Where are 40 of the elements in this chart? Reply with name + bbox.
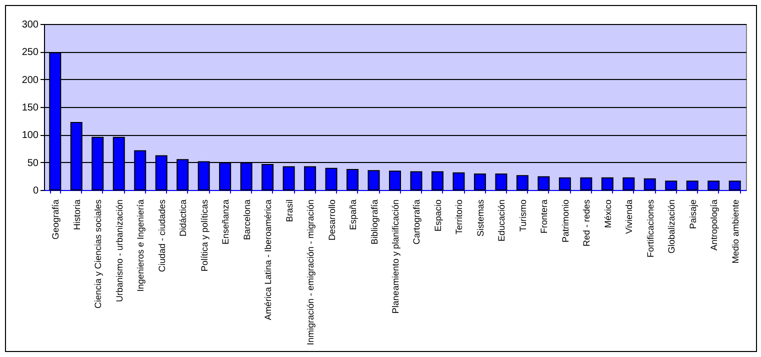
- x-tick-label: Fortificaciones: [645, 199, 656, 258]
- x-tick-label: Política y políticas: [199, 199, 210, 272]
- x-tick-label: Globalización: [666, 200, 677, 254]
- x-tick-label: Cartografía: [412, 200, 422, 245]
- x-tick-label: Geografía: [50, 200, 61, 240]
- x-tick-label: Didáctica: [178, 200, 188, 237]
- x-tick-label: Patrimonio: [560, 200, 570, 243]
- y-tick-label: 0: [32, 186, 39, 196]
- x-tick-label: Antropología: [709, 200, 720, 251]
- x-tick-label: Medio ambiente: [730, 200, 740, 264]
- x-tick-label: Espacio: [432, 200, 443, 232]
- y-tick-label: 300: [22, 20, 39, 30]
- y-tick-label: 150: [22, 102, 39, 114]
- x-tick-label: Ciudad - ciudades: [156, 199, 167, 272]
- x-tick-label: Ingenieros e Ingeniería: [136, 200, 146, 292]
- x-tick-label: México: [602, 200, 613, 228]
- x-tick-label: Desarrollo: [326, 200, 337, 241]
- x-tick-label: Barcelona: [242, 200, 252, 240]
- x-tick-label: Planeamiento y planificación: [390, 200, 400, 314]
- x-tick-label: Red - redes: [582, 199, 592, 247]
- x-tick-label: Urbanismo - urbanización: [114, 200, 124, 302]
- x-tick-label: Territorio: [454, 200, 464, 235]
- y-tick-label: 250: [22, 47, 39, 58]
- x-tick-label: Turismo: [518, 200, 528, 232]
- x-tick-label: América Latina - Iberoamérica: [263, 200, 274, 320]
- x-tick-label: Historia: [72, 200, 82, 230]
- y-tick-label: 200: [22, 74, 39, 86]
- y-tick-label: 50: [27, 158, 39, 169]
- x-tick-label: Vivienda: [624, 200, 634, 234]
- x-tick-label: Frontera: [539, 200, 550, 234]
- x-tick-label: Brasil: [284, 200, 294, 222]
- x-tick-label: Paisaje: [688, 200, 698, 230]
- x-tick-label: Sistemas: [475, 199, 486, 237]
- x-tick-label: España: [348, 200, 358, 230]
- y-tick-label: 100: [22, 130, 39, 142]
- x-tick-label: Inmigración - emigración - migración: [306, 200, 316, 346]
- x-tick-label: Enseñanza: [220, 200, 231, 245]
- x-tick-label: Educación: [496, 200, 507, 242]
- x-tick-label: Bibliografía: [369, 200, 380, 245]
- x-tick-label: Ciencia y Ciencias sociales: [93, 199, 104, 309]
